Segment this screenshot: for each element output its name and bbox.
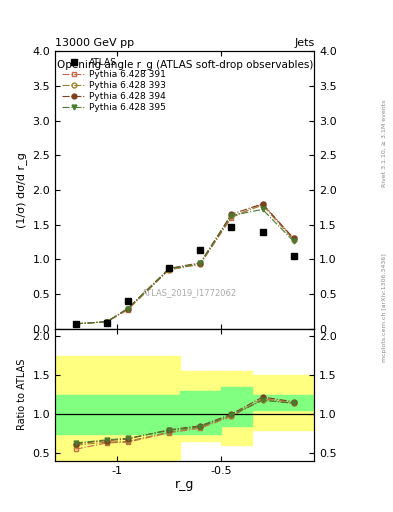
X-axis label: r_g: r_g	[175, 478, 195, 492]
Pythia 6.428 391	[105, 318, 109, 325]
Pythia 6.428 393	[260, 202, 265, 208]
Text: Rivet 3.1.10, ≥ 3.1M events: Rivet 3.1.10, ≥ 3.1M events	[382, 100, 387, 187]
Pythia 6.428 395	[167, 266, 171, 272]
Text: Opening angle r_g (ATLAS soft-drop observables): Opening angle r_g (ATLAS soft-drop obser…	[57, 59, 313, 71]
Line: Pythia 6.428 393: Pythia 6.428 393	[73, 203, 296, 326]
Pythia 6.428 394	[260, 201, 265, 207]
ATLAS	[291, 253, 296, 259]
Pythia 6.428 394	[167, 265, 171, 271]
Pythia 6.428 395	[125, 306, 130, 312]
Pythia 6.428 393	[198, 261, 203, 267]
Pythia 6.428 391	[229, 215, 234, 221]
Text: mcplots.cern.ch [arXiv:1306.3436]: mcplots.cern.ch [arXiv:1306.3436]	[382, 253, 387, 361]
Pythia 6.428 393	[229, 213, 234, 219]
ATLAS	[260, 228, 265, 234]
Pythia 6.428 393	[167, 267, 171, 273]
Pythia 6.428 395	[260, 206, 265, 212]
Pythia 6.428 395	[198, 261, 203, 267]
ATLAS	[167, 265, 171, 271]
Pythia 6.428 395	[291, 238, 296, 244]
Pythia 6.428 391	[291, 236, 296, 242]
Pythia 6.428 394	[125, 306, 130, 312]
Text: 13000 GeV pp: 13000 GeV pp	[55, 38, 134, 48]
Pythia 6.428 395	[73, 321, 78, 327]
Pythia 6.428 394	[229, 211, 234, 217]
Line: Pythia 6.428 395: Pythia 6.428 395	[73, 207, 296, 326]
Y-axis label: (1/σ) dσ/d r_g: (1/σ) dσ/d r_g	[16, 152, 27, 228]
Pythia 6.428 394	[73, 321, 78, 327]
Pythia 6.428 391	[125, 307, 130, 313]
Pythia 6.428 391	[167, 267, 171, 273]
Pythia 6.428 391	[198, 261, 203, 267]
ATLAS	[198, 247, 203, 253]
ATLAS	[229, 224, 234, 230]
Pythia 6.428 393	[291, 237, 296, 243]
Text: ATLAS_2019_I1772062: ATLAS_2019_I1772062	[142, 288, 237, 297]
Legend: ATLAS, Pythia 6.428 391, Pythia 6.428 393, Pythia 6.428 394, Pythia 6.428 395: ATLAS, Pythia 6.428 391, Pythia 6.428 39…	[59, 56, 169, 115]
Pythia 6.428 391	[73, 321, 78, 327]
Line: ATLAS: ATLAS	[72, 223, 297, 327]
ATLAS	[105, 320, 109, 326]
Pythia 6.428 394	[198, 260, 203, 266]
ATLAS	[125, 298, 130, 304]
Pythia 6.428 395	[229, 212, 234, 219]
Pythia 6.428 394	[291, 236, 296, 242]
Pythia 6.428 391	[260, 201, 265, 207]
Y-axis label: Ratio to ATLAS: Ratio to ATLAS	[17, 359, 27, 431]
ATLAS	[73, 321, 78, 327]
Pythia 6.428 393	[105, 318, 109, 325]
Pythia 6.428 393	[125, 306, 130, 312]
Line: Pythia 6.428 391: Pythia 6.428 391	[73, 201, 296, 326]
Pythia 6.428 395	[105, 318, 109, 325]
Text: Jets: Jets	[294, 38, 314, 48]
Pythia 6.428 394	[105, 318, 109, 325]
Line: Pythia 6.428 394: Pythia 6.428 394	[73, 201, 296, 326]
Pythia 6.428 393	[73, 321, 78, 327]
